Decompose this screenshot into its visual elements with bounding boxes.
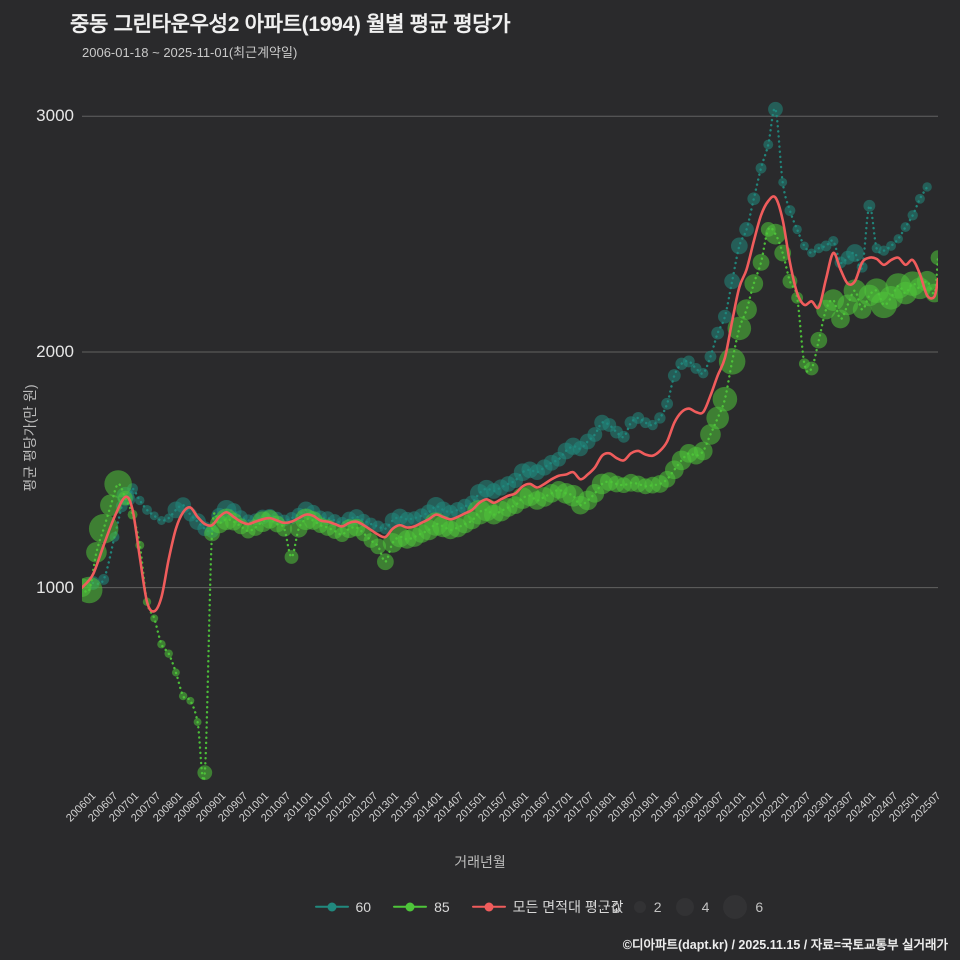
size-legend-entry: 2 — [633, 899, 662, 915]
series-legend: 60 85 모든 면적대 평균값 — [0, 893, 960, 921]
size-legend-bubble-icon — [723, 895, 748, 919]
y-axis-title: 평균 평당가(만 원) — [22, 384, 38, 492]
y-axis-title-wrap: 평균 평당가(만 원) — [14, 88, 38, 788]
x-axis-title: 거래년월 — [454, 854, 506, 870]
size-legend-label: 0 — [612, 899, 620, 915]
chart-subtitle: 2006-01-18 ~ 2025-11-01(최근계약일) — [82, 45, 298, 60]
series-85 — [82, 222, 938, 782]
size-legend-entry: 4 — [675, 898, 710, 916]
legend-entry-모든 면적대 평균값[interactable]: 모든 면적대 평균값 — [471, 897, 624, 917]
y-axis-tick-labels: 1000 2000 3000 — [0, 88, 74, 788]
page-title: 중동 그린타운우성2 아파트(1994) 월별 평균 평당가 — [70, 13, 511, 36]
size-legend-entry: 0 — [600, 899, 620, 915]
size-legend-label: 4 — [701, 899, 710, 915]
legend-label: 85 — [434, 899, 450, 915]
size-legend-label: 6 — [755, 899, 764, 915]
size-legend-bubble-icon — [675, 898, 694, 916]
legend-swatch-icon — [314, 901, 349, 913]
legend-swatch-icon — [471, 901, 506, 913]
x-axis-tick-labels: 200601 200607 200701 200707 200801 200807 2009… — [64, 790, 944, 850]
footer-credit: ©디아파트(dapt.kr) / 2025.11.15 / 자료=국토교통부 실… — [622, 938, 948, 952]
size-legend-bubble-icon — [633, 901, 646, 913]
size-legend-entry: 6 — [723, 895, 763, 919]
size-legend-label: 2 — [653, 899, 662, 915]
y-tick-label: 1000 — [36, 577, 74, 597]
legend-entry-85[interactable]: 85 — [393, 899, 450, 915]
legend-swatch-icon — [393, 901, 428, 913]
legend-entry-60[interactable]: 60 — [314, 899, 372, 915]
legend-label: 60 — [355, 899, 372, 915]
legend-label: 모든 면적대 평균값 — [512, 899, 624, 915]
size-legend: 0 2 4 6 — [600, 893, 777, 921]
chart-canvas — [82, 101, 938, 782]
size-legend-bubble-icon — [600, 905, 604, 909]
plot-area[interactable] — [82, 88, 938, 788]
y-tick-label: 2000 — [36, 341, 74, 361]
series-average-line — [82, 195, 938, 613]
series-60 — [85, 101, 932, 590]
y-tick-label: 3000 — [36, 106, 74, 126]
